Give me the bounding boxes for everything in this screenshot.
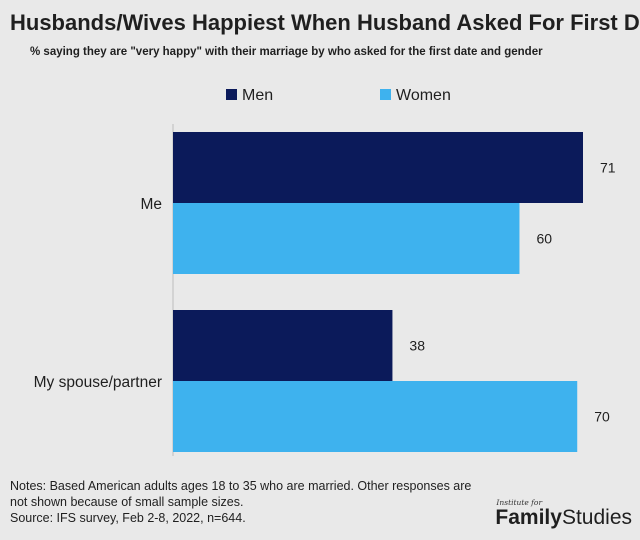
family-studies-logo: Institute for FamilyStudies (495, 498, 632, 530)
logo-word-studies: Studies (561, 506, 632, 529)
logo-word-family: Family (495, 506, 562, 529)
legend-label-men: Men (242, 87, 273, 104)
legend-label-women: Women (396, 87, 451, 104)
bar-my-spouse-partner-women (173, 381, 578, 452)
data-label-my-spouse-partner-men: 38 (409, 338, 425, 354)
logo-tagline: Institute for (496, 498, 543, 507)
bar-me-women (173, 203, 520, 274)
data-label-my-spouse-partner-women: 70 (594, 409, 610, 425)
source-line: Source: IFS survey, Feb 2-8, 2022, n=644… (10, 511, 246, 525)
legend-swatch-women (380, 89, 391, 100)
bar-my-spouse-partner-men (173, 310, 393, 381)
notes-line-1: Notes: Based American adults ages 18 to … (10, 479, 472, 493)
notes-line-2: not shown because of small sample sizes. (10, 495, 244, 509)
chart-notes: Notes: Based American adults ages 18 to … (10, 478, 480, 526)
category-label-me: Me (140, 196, 162, 213)
bar-chart: Men Women 71 60 Me 38 70 My spouse/partner (34, 87, 616, 456)
category-label-my-spouse-partner: My spouse/partner (34, 374, 162, 391)
chart-subtitle: % saying they are "very happy" with thei… (30, 46, 543, 58)
chart-title: Husbands/Wives Happiest When Husband Ask… (10, 10, 640, 35)
data-label-me-women: 60 (536, 231, 552, 247)
data-label-me-men: 71 (600, 160, 616, 176)
logo-wordmark: FamilyStudies (495, 506, 632, 529)
bar-me-men (173, 132, 583, 203)
legend-swatch-men (226, 89, 237, 100)
